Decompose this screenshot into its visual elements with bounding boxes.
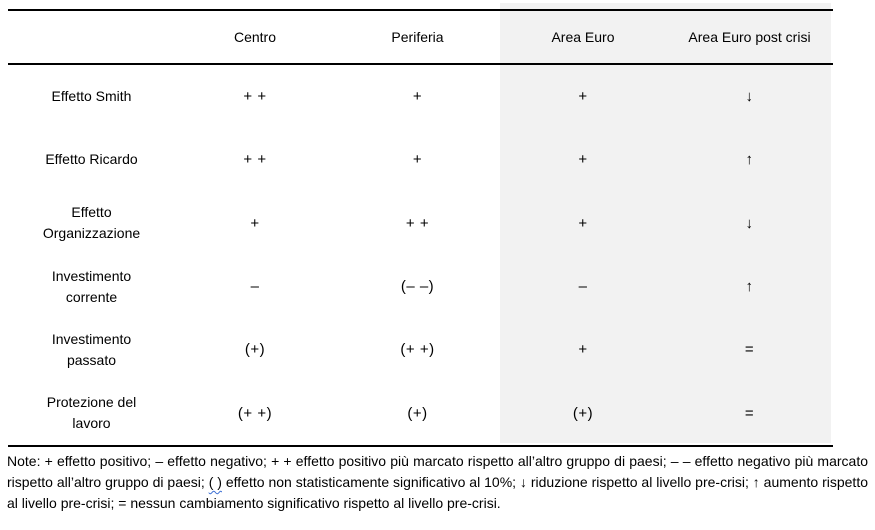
cell-value: (+) xyxy=(244,341,266,359)
row-label-investimento-passato: Investimento passato xyxy=(8,318,175,381)
cell-value: + + xyxy=(405,214,430,232)
cell-value: (+ +) xyxy=(237,404,273,422)
row-label-protezione-del-lavoro: Protezione del lavoro xyxy=(8,381,175,444)
notes-text-part1: Note: + effetto positivo; – effetto nega… xyxy=(7,453,868,490)
column-header-area-euro-post-crisi: Area Euro post crisi xyxy=(666,11,833,65)
column-header-periferia: Periferia xyxy=(335,11,500,65)
highlight-band xyxy=(500,3,831,443)
cell-value: + + xyxy=(243,151,267,169)
cell-value: + + xyxy=(243,88,267,106)
cell-value: + xyxy=(578,341,588,359)
row-label-text: Effetto Smith xyxy=(51,88,132,105)
column-header-empty xyxy=(8,11,175,65)
row-label-investimento-corrente: Investimento corrente xyxy=(8,255,175,318)
cell-value-arrow: ↓ xyxy=(745,214,754,232)
row-label-effetto-smith: Effetto Smith xyxy=(8,65,175,128)
cell-value: (+) xyxy=(407,404,428,422)
cell-value-equals: = xyxy=(744,341,755,359)
cell-value-arrow: ↑ xyxy=(745,278,754,296)
effects-table: Centro Periferia Area Euro Area Euro pos… xyxy=(8,9,833,447)
cell-value: + xyxy=(578,151,588,169)
cell-value: + xyxy=(578,214,588,232)
row-label-text: Investimento passato xyxy=(51,330,132,368)
cell-value-equals: = xyxy=(744,404,755,422)
cell-value: + xyxy=(412,88,423,106)
cell-value: (+ +) xyxy=(400,341,435,359)
column-header-area-euro: Area Euro xyxy=(500,11,666,65)
row-label-text: Investimento corrente xyxy=(51,267,132,305)
row-label-text: Effetto Ricardo xyxy=(45,151,138,168)
not-significant-marker: ( ) xyxy=(208,474,222,490)
cell-value: (+) xyxy=(572,404,594,422)
notes-text-part2: effetto non statisticamente significativ… xyxy=(7,474,868,511)
row-label-effetto-organizzazione: Effetto Organizzazione xyxy=(8,192,175,255)
cell-value-arrow: ↑ xyxy=(745,151,754,169)
cell-value: + xyxy=(412,151,423,169)
column-header-centro: Centro xyxy=(175,11,335,65)
cell-value: (– –) xyxy=(400,278,435,296)
row-label-effetto-ricardo: Effetto Ricardo xyxy=(8,128,175,191)
cell-value: – xyxy=(578,278,588,296)
row-label-text: Protezione del lavoro xyxy=(46,394,137,432)
cell-value: – xyxy=(250,278,260,296)
table-notes: Note: + effetto positivo; – effetto nega… xyxy=(7,451,868,514)
cell-value: + xyxy=(578,88,588,106)
row-label-text: Effetto Organizzazione xyxy=(42,204,141,242)
cell-value: + xyxy=(250,214,260,232)
cell-value-arrow: ↓ xyxy=(745,88,754,106)
